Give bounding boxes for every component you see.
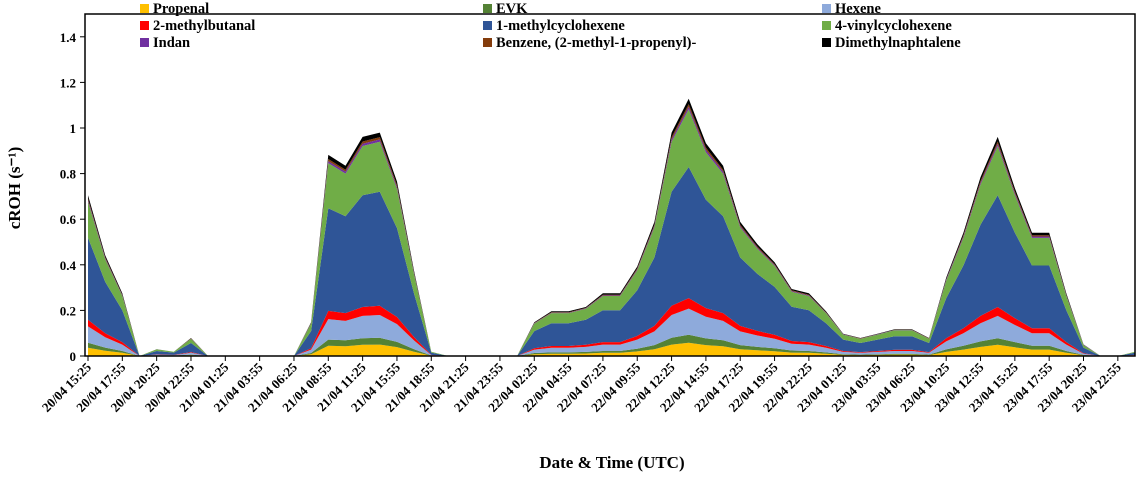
y-tick-label: 1.4 bbox=[60, 30, 77, 45]
y-tick-label: 0.2 bbox=[60, 303, 76, 318]
legend-label: Indan bbox=[153, 35, 190, 51]
legend-swatch bbox=[822, 21, 831, 30]
legend-label: EVK bbox=[496, 1, 528, 17]
legend-label: 4-vinylcyclohexene bbox=[835, 18, 952, 34]
plot-frame bbox=[84, 13, 1136, 357]
legend-swatch bbox=[822, 38, 831, 47]
legend-label: Benzene, (2-methyl-1-propenyl)- bbox=[496, 35, 696, 51]
legend-swatch bbox=[483, 38, 492, 47]
y-tick-label: 1.2 bbox=[60, 75, 76, 90]
area bbox=[88, 109, 1135, 356]
y-tick-label: 0.6 bbox=[60, 212, 77, 227]
x-axis-label: Date & Time (UTC) bbox=[539, 453, 684, 472]
legend-label: 1-methylcyclohexene bbox=[496, 18, 625, 34]
area bbox=[88, 342, 1135, 356]
legend-label: 2-methylbutanal bbox=[153, 18, 255, 34]
area bbox=[88, 308, 1135, 356]
legend-label: Propenal bbox=[153, 1, 209, 17]
y-tick-label: 0 bbox=[70, 349, 77, 364]
legend-swatch bbox=[140, 38, 149, 47]
legend-label: Dimethylnaphtalene bbox=[835, 35, 961, 51]
area bbox=[88, 167, 1135, 356]
area bbox=[88, 298, 1135, 356]
legend-swatch bbox=[140, 21, 149, 30]
legend-swatch bbox=[822, 4, 831, 13]
legend-swatch bbox=[140, 4, 149, 13]
y-axis-label: cROH (s⁻¹) bbox=[5, 147, 24, 230]
y-tick-label: 1 bbox=[70, 121, 77, 136]
legend-swatch bbox=[483, 21, 492, 30]
y-tick-label: 0.8 bbox=[60, 167, 77, 182]
legend-swatch bbox=[483, 4, 492, 13]
y-tick-label: 0.4 bbox=[60, 258, 77, 273]
area bbox=[88, 334, 1135, 356]
legend-label: Hexene bbox=[835, 1, 881, 17]
